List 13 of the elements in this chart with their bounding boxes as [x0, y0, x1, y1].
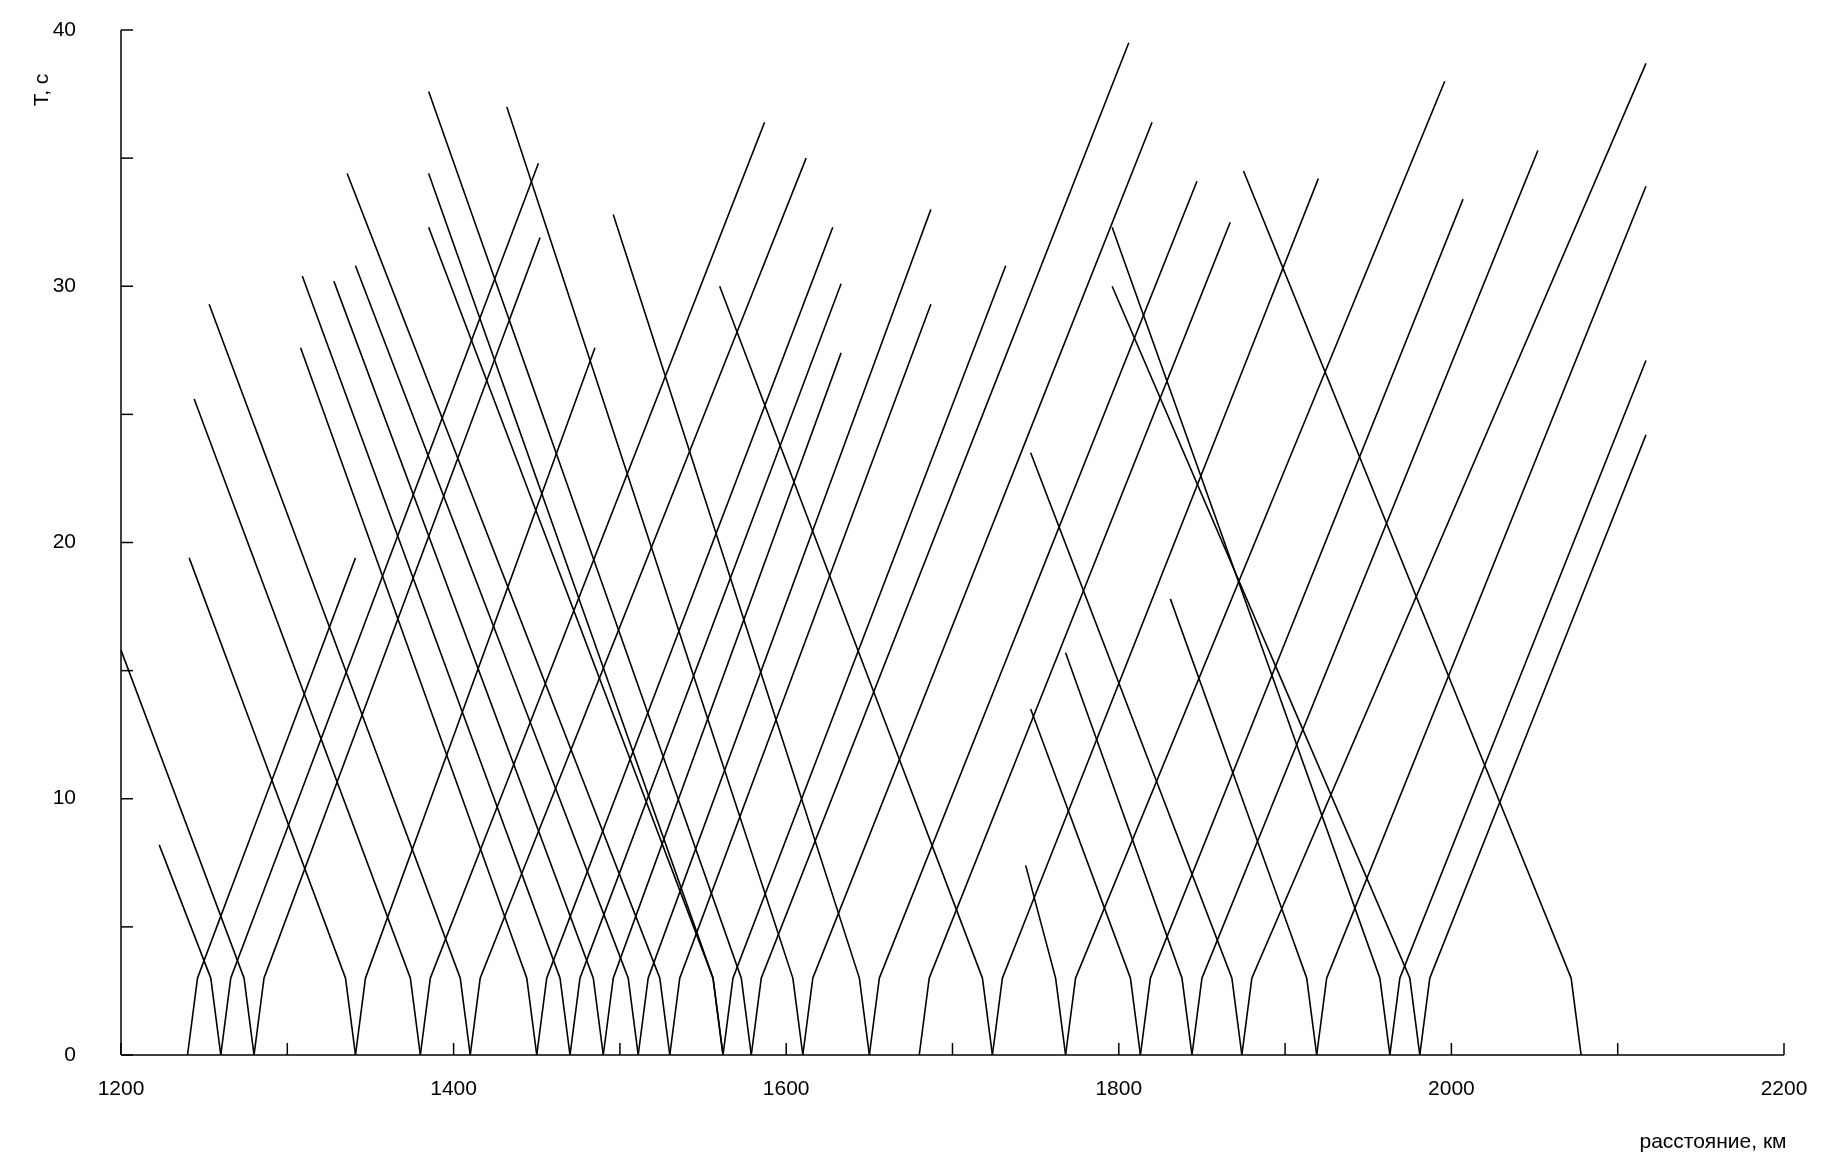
x-tick-label: 2200 — [1760, 1076, 1808, 1099]
y-tick-label: 0 — [64, 1041, 76, 1065]
x-tick-label: 2000 — [1428, 1076, 1475, 1099]
y-tick-label: 30 — [52, 272, 76, 296]
y-axis-title: T, c — [29, 73, 52, 107]
x-tick-label: 1800 — [1095, 1076, 1143, 1099]
x-tick-label: 1200 — [97, 1076, 145, 1099]
y-tick-label: 10 — [52, 785, 76, 809]
y-tick-label: 40 — [52, 16, 76, 40]
x-tick-label: 1600 — [762, 1076, 810, 1099]
x-axis-title: расстояние, км — [1639, 1129, 1787, 1152]
x-tick-label: 1400 — [430, 1076, 477, 1099]
y-tick-label: 20 — [52, 529, 76, 553]
